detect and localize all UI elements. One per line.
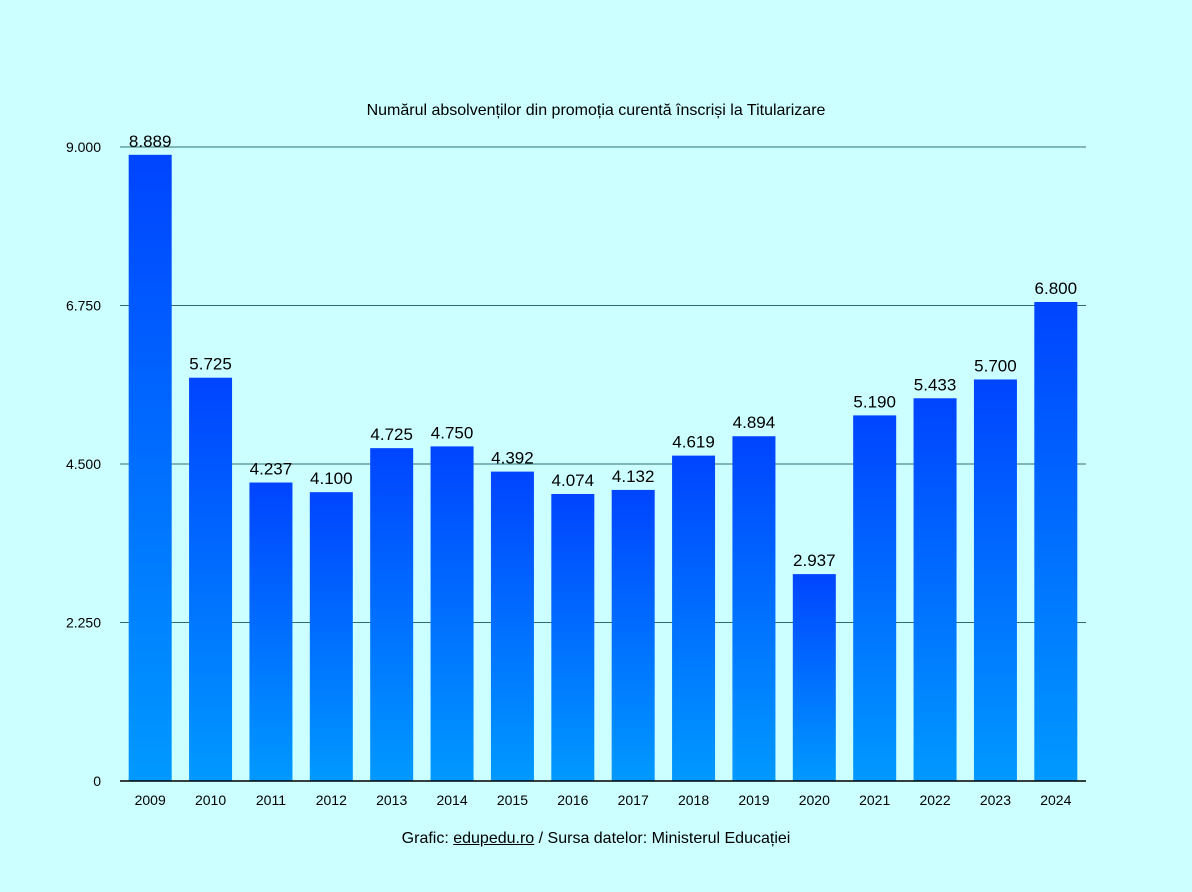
data-label: 4.619 — [672, 433, 715, 452]
source-link[interactable]: edupedu.ro — [453, 830, 535, 847]
bar — [732, 436, 776, 781]
data-label: 5.433 — [914, 375, 957, 394]
y-tick-label: 0 — [93, 773, 101, 789]
footer-prefix: Grafic: — [401, 830, 454, 847]
x-tick-label: 2009 — [135, 792, 166, 808]
x-tick-label: 2022 — [919, 792, 950, 808]
x-tick-label: 2014 — [436, 792, 467, 808]
bar — [1034, 301, 1078, 781]
x-tick-label: 2012 — [316, 792, 347, 808]
bar — [913, 398, 957, 781]
data-label: 5.700 — [974, 356, 1017, 375]
footer-suffix: / Sursa datelor: Ministerul Educației — [534, 830, 791, 847]
bar — [309, 492, 353, 781]
bar — [973, 379, 1017, 781]
x-tick-label: 2017 — [618, 792, 649, 808]
bar — [672, 455, 716, 781]
x-tick-label: 2011 — [256, 792, 286, 808]
bar — [853, 415, 897, 781]
data-label: 4.100 — [310, 469, 353, 488]
x-tick-label: 2015 — [497, 792, 528, 808]
bar — [128, 154, 172, 781]
data-label: 4.237 — [250, 460, 293, 479]
data-label: 4.074 — [552, 471, 595, 490]
data-label: 4.725 — [370, 425, 413, 444]
x-tick-label: 2010 — [195, 792, 226, 808]
data-label: 5.725 — [189, 355, 232, 374]
chart-footer: Grafic: edupedu.ro / Sursa datelor: Mini… — [0, 830, 1192, 848]
x-tick-label: 2019 — [738, 792, 769, 808]
bar — [370, 448, 414, 781]
bar — [611, 489, 655, 781]
x-tick-label: 2023 — [980, 792, 1011, 808]
x-tick-label: 2013 — [376, 792, 407, 808]
bar — [551, 494, 595, 781]
data-label: 4.132 — [612, 467, 655, 486]
data-label: 6.800 — [1035, 279, 1078, 298]
x-tick-label: 2020 — [799, 792, 830, 808]
bar — [490, 471, 534, 781]
bar — [249, 482, 293, 781]
x-tick-label: 2024 — [1040, 792, 1071, 808]
y-tick-label: 9.000 — [66, 139, 101, 155]
bar — [189, 377, 233, 781]
data-label: 4.750 — [431, 423, 474, 442]
x-tick-label: 2018 — [678, 792, 709, 808]
x-tick-label: 2021 — [859, 792, 890, 808]
data-label: 8.889 — [129, 132, 172, 151]
bar — [430, 446, 474, 781]
y-tick-label: 4.500 — [66, 456, 101, 472]
data-label: 4.392 — [491, 449, 534, 468]
chart-title: Numărul absolvenților din promoția curen… — [366, 102, 826, 119]
bar — [792, 574, 836, 781]
x-tick-label: 2016 — [557, 792, 588, 808]
y-tick-label: 2.250 — [66, 615, 101, 631]
y-tick-label: 6.750 — [66, 298, 101, 314]
data-label: 5.190 — [853, 392, 896, 411]
data-label: 2.937 — [793, 551, 836, 570]
data-label: 4.894 — [733, 413, 776, 432]
